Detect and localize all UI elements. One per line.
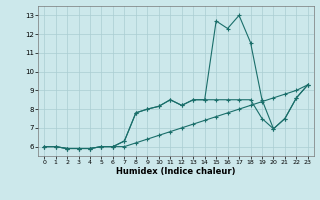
X-axis label: Humidex (Indice chaleur): Humidex (Indice chaleur) [116, 167, 236, 176]
